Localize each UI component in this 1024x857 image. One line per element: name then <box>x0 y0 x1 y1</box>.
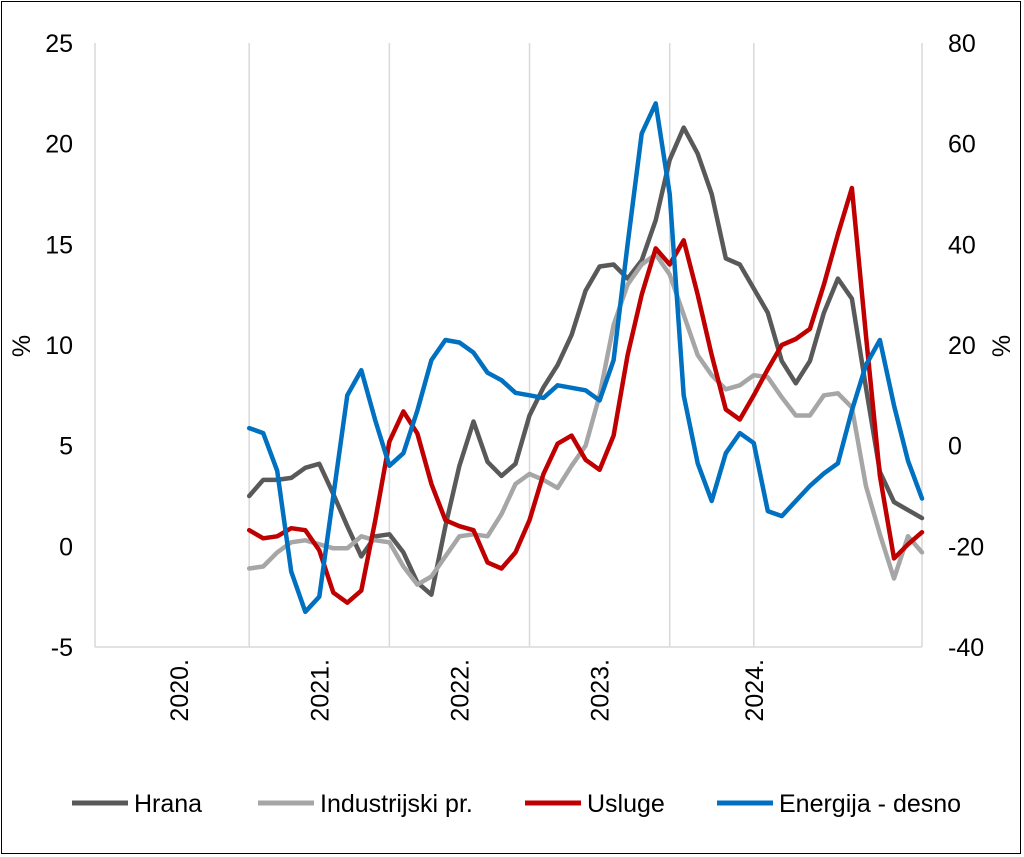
series-line-usluge <box>246 185 925 605</box>
y-axis-label-left: % <box>8 335 36 357</box>
right-tick-label: -40 <box>948 634 984 662</box>
right-tick-label: 40 <box>948 231 976 259</box>
y-axis-label-right: % <box>988 335 1016 357</box>
right-tick-label: 0 <box>948 433 962 461</box>
legend-label-energija: Energija - desno <box>779 790 961 818</box>
legend-label-hrana: Hrana <box>134 790 202 818</box>
x-tick-label: 2022. <box>446 659 474 722</box>
left-tick-label: 15 <box>45 231 73 259</box>
left-tick-label: 0 <box>59 533 73 561</box>
x-axis-ticks: 2020. 2021. 2022. 2023. 2024. <box>166 659 769 722</box>
left-tick-label: -5 <box>51 634 73 662</box>
series-line-hrana <box>246 125 925 597</box>
legend-label-usluge: Usluge <box>587 790 665 818</box>
legend: Hrana Industrijski pr. Usluge Energija - de… <box>72 790 961 818</box>
x-tick-label: 2024. <box>741 659 769 722</box>
right-tick-label: -20 <box>948 533 984 561</box>
right-tick-label: 20 <box>948 332 976 360</box>
left-tick-label: 10 <box>45 332 73 360</box>
series-layer <box>246 101 925 615</box>
series-line-industrijski <box>246 252 925 587</box>
series-line-energija <box>246 101 925 615</box>
left-axis-ticks: -5 0 5 10 15 20 25 <box>45 30 73 662</box>
legend-label-industrijski: Industrijski pr. <box>320 790 473 818</box>
left-tick-label: 25 <box>45 30 73 58</box>
right-axis-ticks: -40 -20 0 20 40 60 80 <box>948 30 984 662</box>
left-tick-label: 20 <box>45 131 73 159</box>
x-tick-label: 2023. <box>587 659 615 722</box>
x-tick-label: 2020. <box>166 659 194 722</box>
x-tick-label: 2021. <box>306 659 334 722</box>
left-tick-label: 5 <box>59 433 73 461</box>
right-tick-label: 80 <box>948 30 976 58</box>
right-tick-label: 60 <box>948 131 976 159</box>
